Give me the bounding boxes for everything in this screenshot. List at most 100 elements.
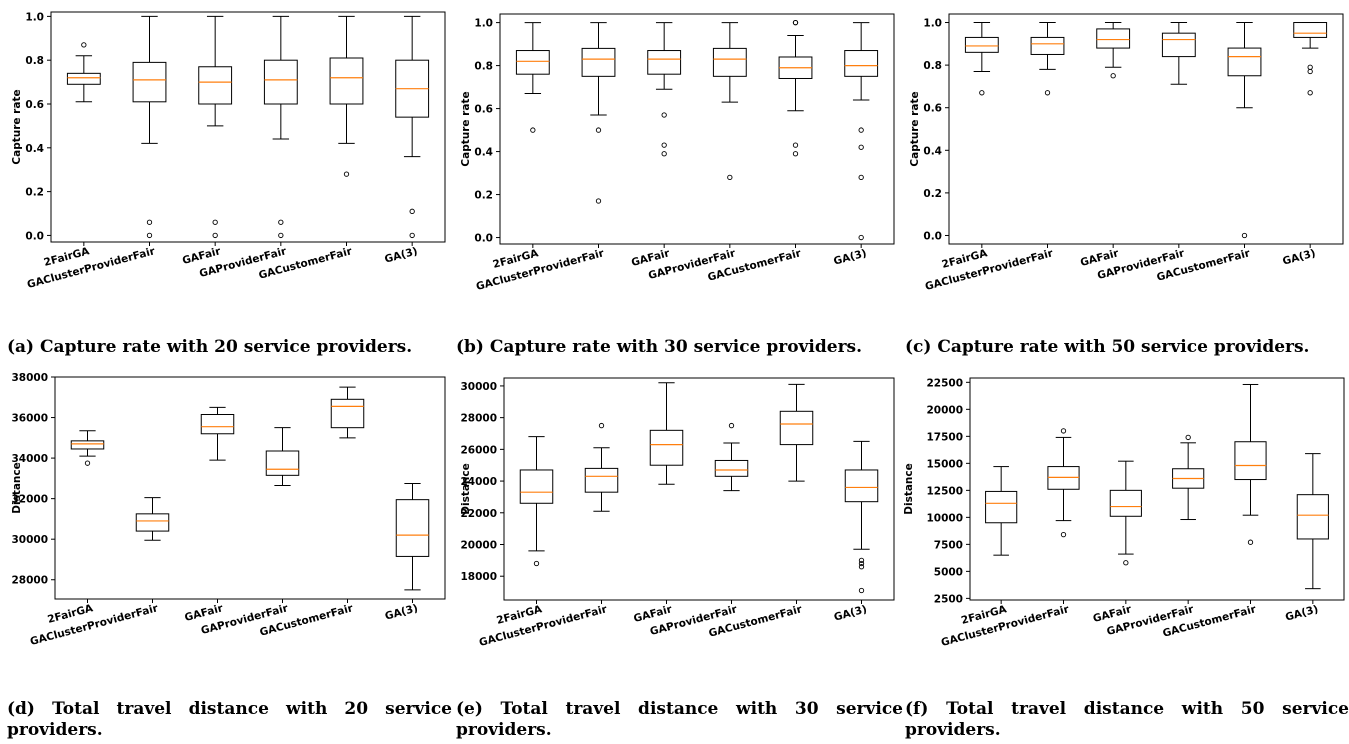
caption-a: (a) Capture rate with 20 service provide…	[7, 337, 413, 357]
y-axis-label: Distance	[903, 463, 915, 515]
box-GAClusterProviderFair	[1047, 428, 1080, 538]
box-iqr	[135, 513, 170, 532]
outlier-point	[1110, 73, 1116, 79]
box-GAFair	[647, 22, 682, 157]
y-tick-label: 30000	[460, 381, 497, 393]
caption-f: (f) Total travel distance with 50 servic…	[905, 699, 1349, 740]
box-GAFair	[1109, 460, 1142, 566]
box-iqr	[844, 50, 879, 77]
outlier-point	[84, 460, 91, 466]
box-iqr	[985, 490, 1018, 524]
outlier-point	[1044, 90, 1051, 96]
outlier-point	[278, 219, 284, 225]
x-tick-label: GA(3)	[384, 602, 420, 622]
box-GAProviderFair	[1161, 22, 1196, 85]
box-2FairGA	[66, 42, 101, 103]
y-tick-label: 5000	[934, 566, 963, 578]
box-GAProviderFair	[1172, 434, 1205, 521]
box-iqr	[1109, 489, 1142, 517]
y-tick-label: 0.6	[923, 103, 942, 115]
outlier-point	[81, 42, 87, 48]
outlier-point	[1123, 560, 1129, 566]
y-tick-label: 0.0	[474, 233, 493, 245]
outlier-point	[598, 422, 605, 429]
box-GAClusterProviderFair	[1030, 22, 1065, 96]
y-tick-label: 10000	[926, 512, 963, 524]
y-tick-label: 0.2	[474, 190, 493, 202]
y-tick-label: 20000	[460, 540, 497, 552]
outlier-point	[146, 219, 153, 225]
box-iqr	[263, 59, 298, 105]
outlier-point	[979, 90, 985, 96]
outlier-point	[728, 422, 735, 429]
box-GAClusterProviderFair	[132, 15, 167, 239]
y-axis-label: Capture rate	[909, 91, 921, 166]
outlier-point	[343, 171, 350, 177]
box-GA(3)	[844, 440, 879, 594]
outlier-point	[595, 198, 602, 204]
box-2FairGA	[515, 22, 550, 133]
x-tick-label: GA(3)	[383, 245, 419, 265]
box-GAFair	[198, 15, 233, 239]
x-tick-label: GA(3)	[1281, 247, 1317, 267]
outlier-point	[1060, 531, 1067, 538]
outlier-point	[792, 151, 799, 157]
plot-frame	[499, 13, 895, 245]
box-GAFair	[649, 382, 684, 485]
box-iqr	[66, 72, 101, 85]
y-tick-label: 17500	[926, 431, 963, 443]
outlier-point	[858, 564, 865, 570]
outlier-point	[858, 587, 865, 594]
box-iqr	[1047, 466, 1080, 490]
y-axis-label: Capture rate	[460, 91, 472, 166]
y-tick-label: 0.0	[25, 230, 44, 242]
y-tick-label: 7500	[934, 539, 963, 551]
y-tick-label: 28000	[11, 575, 48, 587]
outlier-point	[1241, 232, 1248, 239]
outlier-point	[858, 560, 865, 567]
box-GAProviderFair	[265, 427, 300, 486]
box-iqr	[714, 459, 749, 477]
y-tick-label: 22000	[460, 508, 497, 520]
y-tick-label: 32000	[11, 494, 48, 506]
outlier-point	[661, 151, 667, 157]
y-tick-label: 0.8	[923, 60, 942, 72]
box-iqr	[779, 410, 814, 446]
box-iqr	[964, 36, 999, 53]
outlier-point	[792, 142, 799, 148]
outlier-point	[792, 19, 799, 26]
box-GAFair	[200, 406, 235, 461]
plot-frame	[948, 13, 1344, 245]
box-2FairGA	[985, 466, 1018, 556]
box-iqr	[70, 440, 105, 450]
box-GACustomerFair	[1227, 22, 1262, 239]
y-tick-label: 18000	[460, 571, 497, 583]
box-GACustomerFair	[329, 15, 364, 177]
y-tick-label: 38000	[11, 372, 48, 384]
box-iqr	[132, 61, 167, 103]
y-tick-label: 30000	[11, 534, 48, 546]
outlier-point	[727, 174, 733, 181]
y-tick-label: 0.4	[25, 143, 44, 155]
chart-d: 280003000032000340003600038000Distance2F…	[11, 372, 446, 648]
y-tick-label: 28000	[460, 413, 497, 425]
y-tick-label: 2500	[934, 593, 963, 605]
outlier-point	[858, 234, 864, 241]
box-GAFair	[1096, 22, 1131, 79]
box-iqr	[844, 469, 879, 503]
y-tick-label: 12500	[926, 485, 963, 497]
caption-c: (c) Capture rate with 50 service provide…	[905, 337, 1310, 357]
box-iqr	[1293, 22, 1328, 38]
caption-d: (d) Total travel distance with 20 servic…	[7, 699, 452, 740]
box-GA(3)	[395, 15, 430, 239]
chart-e: 18000 20000 22000 24000 26000 28000 30000 Dista…	[460, 377, 895, 649]
outlier-point	[1307, 68, 1313, 75]
box-2FairGA	[519, 436, 554, 567]
box-GACustomerFair	[778, 19, 813, 157]
y-tick-label: 0.2	[25, 187, 44, 199]
box-iqr	[649, 429, 684, 466]
outlier-point	[146, 232, 153, 239]
chart-f: 2500 5000 7500 10000 12500 15000 17500 20000 225…	[903, 377, 1345, 649]
outlier-point	[858, 557, 865, 564]
